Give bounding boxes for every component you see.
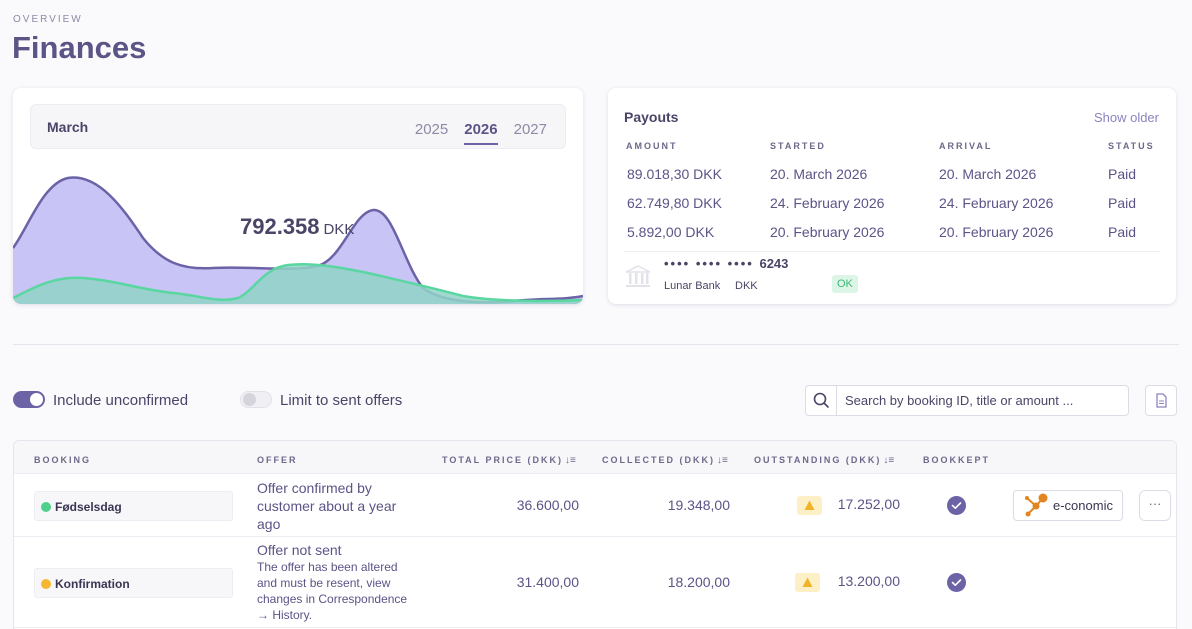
secondary-line [13,262,583,303]
section-divider [13,344,1179,345]
search-input[interactable] [837,386,1128,415]
revenue-chart-card: March 2025 2026 2027 792.358 DKK [13,88,583,304]
year-tab-2027[interactable]: 2027 [513,121,547,138]
offer-description: The offer has been altered and must be r… [257,560,408,622]
document-icon [1156,393,1167,408]
header-collected-label: COLLECTED (DKK) [602,455,715,465]
booking-name: Fødselsdag [55,500,122,514]
payouts-header-amount: AMOUNT [626,141,678,151]
header-bookkept: BOOKKEPT [923,455,991,465]
bookkept-check-icon [947,573,966,592]
status-dot [41,579,51,589]
period-selector: March 2025 2026 2027 [30,104,566,149]
more-options-button[interactable]: ··· [1139,490,1171,521]
payout-started: 24. February 2026 [770,195,885,211]
limit-sent-toggle[interactable] [240,391,272,408]
header-booking: BOOKING [34,455,92,465]
include-unconfirmed-toggle[interactable] [13,391,45,408]
booking-chip[interactable]: Konfirmation [34,568,233,598]
account-status-badge: OK [832,275,858,293]
bookkept-check-icon [947,496,966,515]
total-price: 36.600,00 [516,497,579,513]
booking-name: Konfirmation [55,577,130,591]
sort-icon: ↓≡ [883,455,895,466]
include-unconfirmed-label: Include unconfirmed [53,392,189,409]
status-dot [41,502,51,512]
table-row[interactable]: Konfirmation Offer not sent The offer ha… [14,538,1176,628]
payout-amount: 62.749,80 DKK [627,195,722,211]
warning-icon [797,496,822,515]
secondary-area [13,264,583,304]
export-button[interactable] [1145,385,1177,416]
payout-status: Paid [1108,166,1137,182]
bank-name: Lunar Bank [664,280,721,292]
payout-arrival: 24. February 2026 [939,195,1054,211]
payouts-card: Payouts Show older AMOUNT STARTED ARRIVA… [608,88,1176,304]
payouts-header-arrival: ARRIVAL [939,141,993,151]
payouts-title: Payouts [624,109,679,125]
payout-status: Paid [1108,195,1137,211]
page-title: Finances [12,30,147,65]
revenue-total-value: 792.358 [240,214,320,239]
offer-status: Offer not sent [257,542,342,558]
e-conomic-button[interactable]: e-conomic [1013,490,1123,521]
header-outstanding-label: OUTSTANDING (DKK) [754,455,882,465]
year-tab-2025[interactable]: 2025 [414,121,449,138]
account-currency: DKK [735,280,758,292]
revenue-area-chart [13,176,583,304]
total-price: 31.400,00 [516,574,579,590]
more-icon: ··· [1148,496,1162,511]
revenue-total: 792.358 DKK [240,214,354,240]
sort-icon: ↓≡ [565,455,576,466]
primary-area [13,177,583,304]
payout-amount: 5.892,00 DKK [627,224,715,240]
e-conomic-label: e-conomic [1053,498,1113,513]
table-header: BOOKING OFFER TOTAL PRICE (DKK) ↓≡ COLLEC… [14,441,1176,474]
offer-status: Offer confirmed by customer about a year… [257,480,397,532]
limit-sent-label: Limit to sent offers [280,392,403,409]
payout-started: 20. February 2026 [770,224,885,240]
sort-icon: ↓≡ [717,455,728,466]
year-tabs: 2025 2026 2027 [415,121,547,145]
collected-amount: 19.348,00 [667,497,730,513]
bank-icon [625,265,651,287]
payout-amount: 89.018,30 DKK [627,166,722,182]
toggle-knob [243,393,256,406]
warning-icon [795,573,820,592]
revenue-total-unit: DKK [323,221,355,238]
payout-arrival: 20. March 2026 [939,166,1037,182]
payout-started: 20. March 2026 [770,166,868,182]
payouts-header-status: STATUS [1108,141,1155,151]
page-overline: OVERVIEW [13,14,83,25]
header-total-label: TOTAL PRICE (DKK) [442,455,563,465]
table-row[interactable]: Fødselsdag Offer confirmed by customer a… [14,475,1176,537]
account-number: •••• •••• •••• 6243 [664,256,788,271]
selected-month[interactable]: March [47,119,89,135]
payout-status: Paid [1108,224,1137,240]
outstanding-amount: 13.200,00 [837,573,900,589]
year-tab-2026[interactable]: 2026 [464,121,498,145]
header-outstanding[interactable]: OUTSTANDING (DKK) ↓≡ [754,455,894,466]
payouts-divider [624,251,1160,252]
e-conomic-logo-icon [1025,493,1048,517]
collected-amount: 18.200,00 [667,574,730,590]
payout-arrival: 20. February 2026 [939,224,1054,240]
header-offer: OFFER [257,455,298,465]
search-box [805,385,1129,416]
toggle-knob [30,393,43,406]
header-total-price[interactable]: TOTAL PRICE (DKK) ↓≡ [442,455,576,466]
account-last4: 6243 [759,256,789,271]
header-collected[interactable]: COLLECTED (DKK) ↓≡ [602,455,728,466]
booking-chip[interactable]: Fødselsdag [34,491,233,521]
outstanding-amount: 17.252,00 [837,496,900,512]
payouts-header-started: STARTED [770,141,826,151]
search-icon[interactable] [806,386,837,415]
account-mask: •••• •••• •••• [664,256,754,271]
bookings-table: BOOKING OFFER TOTAL PRICE (DKK) ↓≡ COLLEC… [13,440,1177,629]
show-older-link[interactable]: Show older [1093,110,1159,125]
